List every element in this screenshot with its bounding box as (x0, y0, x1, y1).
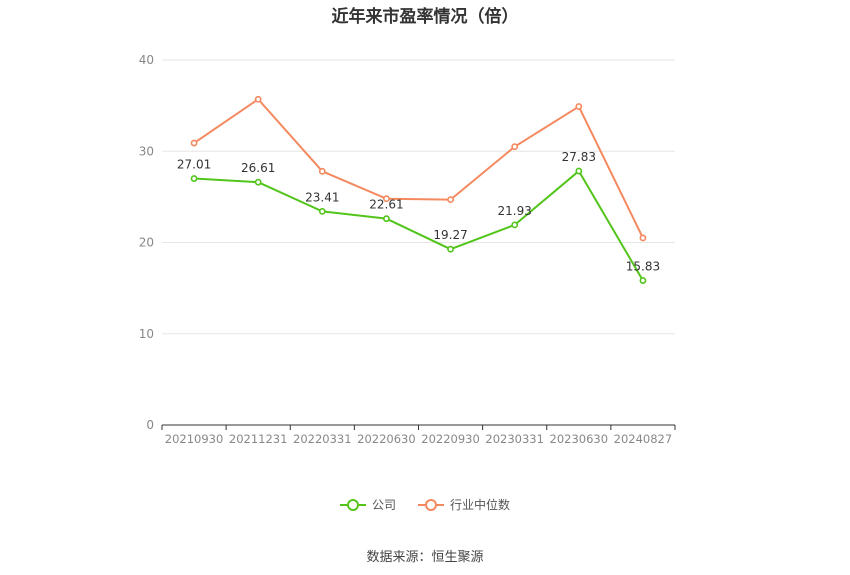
data-label-company: 15.83 (626, 260, 660, 274)
data-point-company (190, 175, 198, 182)
data-point-industry-median (511, 143, 519, 151)
data-point-company (383, 215, 390, 223)
x-tick-label: 20230331 (485, 432, 544, 446)
data-point-company (254, 178, 262, 186)
x-tick-label: 20240827 (614, 432, 673, 446)
data-point-company (511, 221, 519, 229)
data-source-note: 数据来源：恒生聚源 (366, 550, 484, 565)
data-label-company: 26.61 (241, 161, 275, 175)
data-point-company (639, 277, 647, 284)
x-tick-label: 20220630 (357, 432, 416, 446)
y-tick-label: 10 (139, 327, 154, 341)
y-tick-label: 0 (146, 418, 154, 432)
legend-item-industry-median[interactable]: 行业中位数 (418, 496, 510, 513)
series-line-company (194, 170, 644, 282)
legend-swatch-company (339, 498, 366, 512)
data-label-company: 19.27 (433, 228, 467, 242)
legend-swatch-industry-median (418, 498, 444, 512)
data-point-industry-median (190, 139, 198, 147)
x-tick-label: 20210930 (165, 432, 224, 446)
data-point-company (318, 207, 326, 215)
data-point-industry-median (447, 196, 454, 204)
y-tick-label: 40 (139, 53, 154, 67)
data-point-industry-median (575, 103, 583, 110)
data-point-industry-median (639, 234, 647, 242)
x-tick-label: 20230630 (550, 432, 609, 446)
data-point-industry-median (383, 195, 390, 203)
data-point-company (575, 167, 583, 175)
y-tick-label: 30 (139, 144, 154, 158)
data-point-company (447, 245, 454, 253)
chart-legend: 公司 行业中位数 (0, 496, 850, 513)
legend-item-company[interactable]: 公司 (339, 496, 396, 513)
chart-title: 近年来市盈率情况（倍） (331, 7, 519, 27)
legend-label-industry-median: 行业中位数 (450, 498, 511, 512)
legend-label-company: 公司 (371, 498, 396, 512)
x-tick-label: 20220331 (293, 432, 352, 446)
y-tick-label: 20 (139, 236, 154, 250)
data-label-company: 23.41 (305, 190, 339, 204)
series-line-industry-median (193, 98, 644, 239)
data-point-industry-median (254, 95, 262, 103)
x-tick-label: 20220930 (421, 432, 480, 446)
data-label-company: 27.01 (177, 158, 211, 172)
data-label-company: 21.93 (498, 204, 532, 218)
data-point-industry-median (318, 167, 326, 175)
x-tick-label: 20211231 (229, 432, 288, 446)
data-label-company: 27.83 (562, 150, 596, 164)
data-label-company: 22.61 (369, 198, 403, 212)
